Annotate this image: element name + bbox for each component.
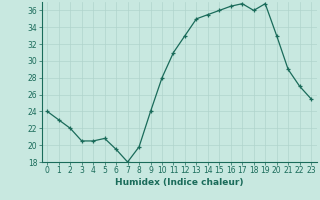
- X-axis label: Humidex (Indice chaleur): Humidex (Indice chaleur): [115, 178, 244, 187]
